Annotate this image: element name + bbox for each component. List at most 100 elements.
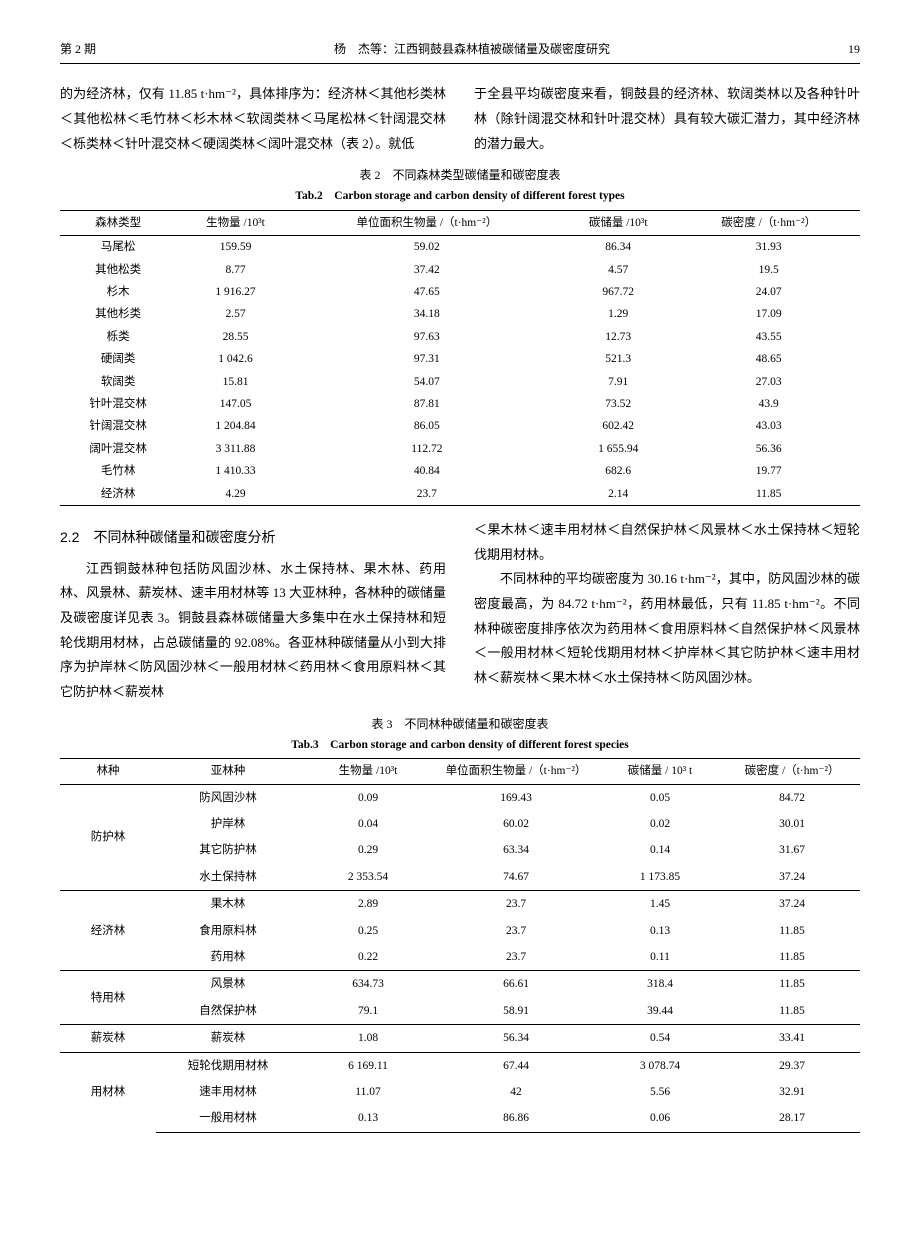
table-cell: 0.14 [596,837,724,863]
table-cell: 1 916.27 [176,281,294,303]
table-cell: 3 311.88 [176,438,294,460]
table-row: 其他松类8.7737.424.5719.5 [60,259,860,281]
table-cell: 43.03 [677,415,860,437]
table-cell: 11.85 [724,918,860,944]
intro-left: 的为经济林，仅有 11.85 t·hm⁻²，具体排序为：经济林＜其他杉类林＜其他… [60,82,446,156]
table-cell: 速丰用材林 [156,1079,300,1105]
table-cell: 针叶混交林 [60,393,176,415]
table-cell: 37.24 [724,891,860,918]
table-cell: 37.42 [295,259,559,281]
table-row: 食用原料林0.2523.70.1311.85 [60,918,860,944]
table-cell: 87.81 [295,393,559,415]
table-cell: 0.22 [300,944,436,971]
table-cell: 4.29 [176,483,294,506]
table-cell: 86.34 [559,236,677,259]
table-cell: 11.85 [724,971,860,998]
t2-h1: 生物量 /10³t [176,210,294,235]
table-row: 针阔混交林1 204.8486.05602.4243.03 [60,415,860,437]
t3-h4: 碳储量 / 10³ t [596,759,724,784]
table-cell: 栎类 [60,326,176,348]
table-cell: 1.08 [300,1025,436,1052]
table-cell: 果木林 [156,891,300,918]
group-cell: 防护林 [60,784,156,891]
table-cell: 66.61 [436,971,596,998]
table-cell: 23.7 [436,918,596,944]
table-cell: 针阔混交林 [60,415,176,437]
table-cell: 0.04 [300,811,436,837]
table-cell: 23.7 [436,891,596,918]
table-cell: 药用林 [156,944,300,971]
table3-caption-cn: 表 3 不同林种碳储量和碳密度表 [60,715,860,734]
table-cell: 2.89 [300,891,436,918]
t2-h0: 森林类型 [60,210,176,235]
table-cell: 杉木 [60,281,176,303]
table-cell: 58.91 [436,998,596,1025]
section22-right-p1: ＜果木林＜速丰用材林＜自然保护林＜风景林＜水土保持林＜短轮伐期用材林。 [474,518,860,567]
table-cell: 其它防护林 [156,837,300,863]
table-cell: 29.37 [724,1052,860,1079]
table-cell: 97.63 [295,326,559,348]
section22-left-p1: 江西铜鼓林种包括防风固沙林、水土保持林、果木林、药用林、风景林、薪炭林、速丰用材… [60,557,446,705]
table-cell: 521.3 [559,348,677,370]
table-cell: 0.11 [596,944,724,971]
table-cell: 1.29 [559,303,677,325]
table-cell: 318.4 [596,971,724,998]
table-cell: 63.34 [436,837,596,863]
table-cell: 634.73 [300,971,436,998]
table-cell: 0.06 [596,1105,724,1132]
intro-columns: 的为经济林，仅有 11.85 t·hm⁻²，具体排序为：经济林＜其他杉类林＜其他… [60,82,860,156]
table-cell: 其他杉类 [60,303,176,325]
running-title: 杨 杰等：江西铜鼓县森林植被碳储量及碳密度研究 [96,40,848,59]
table-cell: 软阔类 [60,371,176,393]
table-row: 栎类28.5597.6312.7343.55 [60,326,860,348]
section22-columns: 2.2 不同林种碳储量和碳密度分析 江西铜鼓林种包括防风固沙林、水土保持林、果木… [60,518,860,705]
page-number: 19 [848,40,860,59]
group-cell: 薪炭林 [60,1025,156,1052]
table-cell: 马尾松 [60,236,176,259]
table-row: 用材林短轮伐期用材林6 169.1167.443 078.7429.37 [60,1052,860,1079]
t2-h3: 碳储量 /10³t [559,210,677,235]
table-cell: 0.13 [596,918,724,944]
running-header: 第 2 期 杨 杰等：江西铜鼓县森林植被碳储量及碳密度研究 19 [60,40,860,64]
table-cell: 2 353.54 [300,864,436,891]
table-row: 杉木1 916.2747.65967.7224.07 [60,281,860,303]
table-cell: 1.45 [596,891,724,918]
section22-heading: 2.2 不同林种碳储量和碳密度分析 [60,524,446,551]
table-cell: 19.5 [677,259,860,281]
table-row: 自然保护林79.158.9139.4411.85 [60,998,860,1025]
table-cell: 30.01 [724,811,860,837]
table-row: 薪炭林薪炭林1.0856.340.5433.41 [60,1025,860,1052]
table-cell: 27.03 [677,371,860,393]
table-row: 其它防护林0.2963.340.1431.67 [60,837,860,863]
table3-caption-en: Tab.3 Carbon storage and carbon density … [60,736,860,754]
table-cell: 11.85 [677,483,860,506]
table-cell: 86.86 [436,1105,596,1132]
table-cell: 7.91 [559,371,677,393]
table-cell: 28.17 [724,1105,860,1132]
table-cell: 其他松类 [60,259,176,281]
table-cell: 97.31 [295,348,559,370]
table-cell: 0.02 [596,811,724,837]
table-cell: 60.02 [436,811,596,837]
t2-h2: 单位面积生物量 /（t·hm⁻²） [295,210,559,235]
table3-header-row: 林种 亚林种 生物量 /10³t 单位面积生物量 /（t·hm⁻²） 碳储量 /… [60,759,860,784]
table-cell: 112.72 [295,438,559,460]
table-cell: 12.73 [559,326,677,348]
table-row: 硬阔类1 042.697.31521.348.65 [60,348,860,370]
section22-right-p2: 不同林种的平均碳密度为 30.16 t·hm⁻²，其中，防风固沙林的碳密度最高，… [474,567,860,690]
section22-left: 2.2 不同林种碳储量和碳密度分析 江西铜鼓林种包括防风固沙林、水土保持林、果木… [60,518,446,705]
table-cell: 0.25 [300,918,436,944]
table-cell: 48.65 [677,348,860,370]
table-cell: 84.72 [724,784,860,811]
table2-caption-cn: 表 2 不同森林类型碳储量和碳密度表 [60,166,860,185]
table-cell: 40.84 [295,460,559,482]
table-cell: 1 410.33 [176,460,294,482]
table-cell: 2.57 [176,303,294,325]
table-cell: 1 204.84 [176,415,294,437]
table2-caption-en: Tab.2 Carbon storage and carbon density … [60,187,860,205]
table-cell: 短轮伐期用材林 [156,1052,300,1079]
table-row: 经济林4.2923.72.1411.85 [60,483,860,506]
table-cell: 147.05 [176,393,294,415]
table3: 林种 亚林种 生物量 /10³t 单位面积生物量 /（t·hm⁻²） 碳储量 /… [60,758,860,1132]
table-row: 阔叶混交林3 311.88112.721 655.9456.36 [60,438,860,460]
